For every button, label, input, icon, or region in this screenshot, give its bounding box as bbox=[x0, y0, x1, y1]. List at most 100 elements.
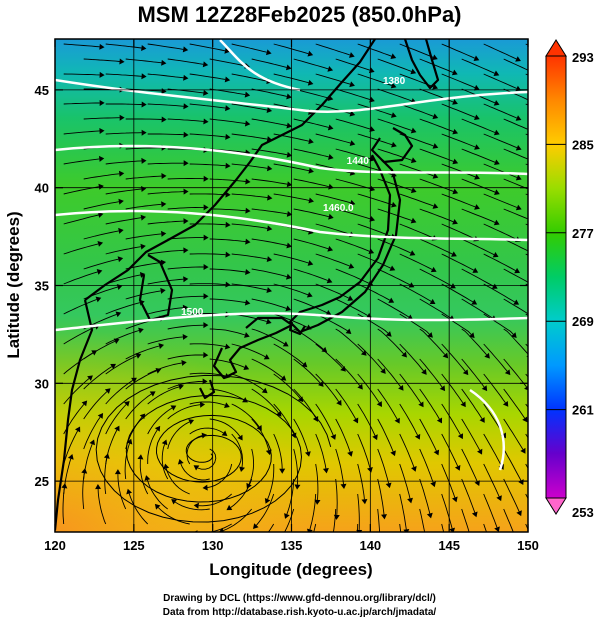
streamline bbox=[197, 448, 217, 470]
colorbar-tick-label: 253 bbox=[572, 505, 594, 520]
streamline bbox=[503, 418, 524, 450]
streamline bbox=[167, 295, 204, 300]
streamline bbox=[483, 193, 518, 208]
streamline-arrow bbox=[203, 89, 209, 96]
streamline-arrow bbox=[522, 416, 528, 423]
streamline-arrow bbox=[225, 162, 231, 169]
streamline bbox=[208, 523, 232, 532]
streamline bbox=[357, 73, 392, 87]
streamline-arrow bbox=[154, 503, 161, 510]
streamline bbox=[441, 43, 475, 59]
streamline-arrow bbox=[348, 263, 355, 269]
streamline-arrow bbox=[391, 201, 397, 208]
coastlines bbox=[55, 39, 440, 531]
streamline bbox=[377, 58, 412, 72]
streamline bbox=[63, 130, 100, 135]
streamline bbox=[167, 404, 201, 420]
streamline-arrow bbox=[430, 266, 437, 273]
streamline bbox=[357, 493, 360, 530]
streamline bbox=[251, 118, 288, 126]
streamline-arrow bbox=[266, 165, 273, 172]
streamline-arrow bbox=[245, 238, 251, 245]
streamline-arrow bbox=[451, 251, 457, 257]
streamline bbox=[503, 388, 526, 419]
streamline bbox=[503, 448, 522, 481]
streamline-arrow bbox=[577, 72, 583, 77]
streamline-arrow bbox=[567, 385, 572, 391]
streamline-arrow bbox=[87, 375, 93, 381]
streamline bbox=[399, 163, 434, 177]
streamline bbox=[441, 493, 453, 529]
streamline-arrow bbox=[183, 276, 189, 283]
streamline-arrow bbox=[244, 91, 251, 98]
streamline bbox=[293, 208, 329, 218]
streamline bbox=[231, 343, 266, 358]
streamline bbox=[256, 493, 275, 526]
streamline bbox=[147, 362, 182, 375]
streamline-arrow bbox=[99, 43, 105, 50]
streamline-arrow bbox=[161, 439, 168, 446]
streamline bbox=[419, 358, 443, 388]
streamline-arrow bbox=[203, 351, 209, 358]
streamline bbox=[419, 418, 437, 452]
streamline bbox=[399, 493, 407, 530]
streamline bbox=[83, 173, 120, 180]
streamline-arrow bbox=[199, 401, 206, 408]
streamline bbox=[251, 208, 288, 215]
streamline-arrow bbox=[515, 115, 522, 121]
streamline bbox=[419, 238, 453, 255]
streamline-arrow bbox=[286, 242, 292, 249]
streamline bbox=[167, 58, 204, 65]
streamline bbox=[209, 268, 246, 273]
streamline-arrow bbox=[202, 484, 208, 491]
streamline-arrow bbox=[535, 101, 541, 106]
streamline bbox=[125, 203, 162, 210]
streamline bbox=[503, 178, 528, 190]
streamline-arrow bbox=[449, 527, 456, 532]
streamline bbox=[315, 193, 351, 204]
coastline bbox=[84, 39, 376, 301]
streamline-arrow bbox=[515, 56, 521, 62]
streamline-arrow bbox=[110, 363, 117, 370]
streamline bbox=[335, 178, 371, 190]
streamline bbox=[125, 345, 160, 360]
streamline-arrow bbox=[161, 116, 167, 123]
streamline-arrow bbox=[432, 143, 439, 149]
streamline bbox=[357, 313, 389, 334]
streamline bbox=[293, 268, 328, 281]
streamline-arrow bbox=[421, 369, 427, 375]
contour-line bbox=[219, 39, 301, 92]
streamline-arrow bbox=[95, 483, 102, 490]
streamline-arrow bbox=[372, 434, 378, 441]
streamline bbox=[377, 148, 413, 161]
streamline-arrow bbox=[381, 514, 387, 520]
streamline bbox=[231, 103, 268, 111]
coastline bbox=[138, 254, 174, 322]
streamline bbox=[315, 403, 334, 436]
streamline bbox=[189, 372, 226, 377]
streamline-arrow bbox=[267, 194, 273, 201]
streamline-arrow bbox=[178, 383, 184, 390]
streamline bbox=[335, 388, 356, 420]
streamline bbox=[503, 268, 528, 283]
streamline-arrow bbox=[515, 144, 522, 151]
streamlines bbox=[61, 43, 583, 532]
streamline bbox=[174, 501, 210, 511]
streamline bbox=[209, 208, 246, 212]
credit-data: Data from http://database.rish.kyoto-u.a… bbox=[162, 607, 437, 618]
streamline bbox=[315, 253, 350, 267]
streamline-arrow bbox=[203, 118, 209, 125]
streamline bbox=[357, 43, 392, 57]
streamline-arrow bbox=[502, 400, 509, 407]
streamline bbox=[483, 133, 518, 149]
streamline-arrow bbox=[123, 400, 130, 407]
streamline-arrow bbox=[535, 71, 541, 76]
streamline-arrow bbox=[141, 129, 147, 136]
streamline-arrow bbox=[325, 310, 332, 316]
streamline-arrow bbox=[516, 510, 522, 517]
streamline-arrow bbox=[203, 204, 209, 211]
streamline bbox=[483, 463, 500, 497]
streamline bbox=[483, 73, 517, 89]
streamline-arrow bbox=[432, 203, 439, 209]
streamline bbox=[125, 233, 162, 240]
